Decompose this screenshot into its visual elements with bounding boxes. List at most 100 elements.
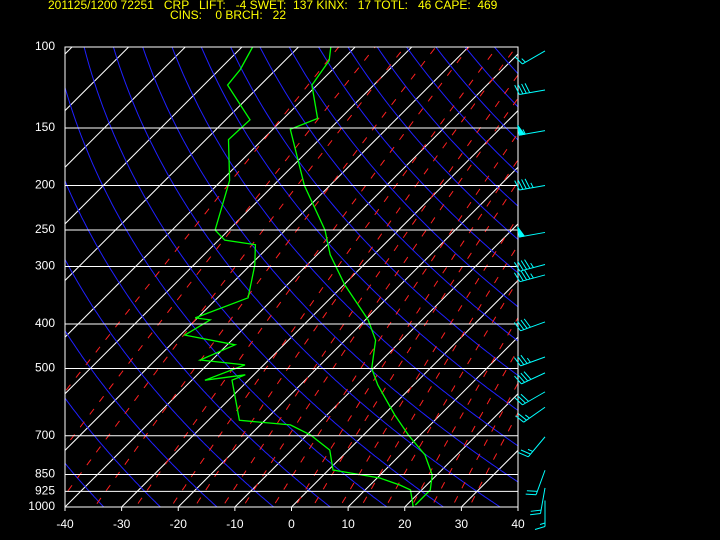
mixing-ratio-line [410, 316, 518, 507]
barb-staff [535, 470, 546, 495]
y-tick-label: 300 [35, 259, 55, 273]
wind-barb [513, 269, 546, 283]
profile-line [183, 47, 414, 507]
wind-barb [530, 487, 546, 516]
y-tick-label: 925 [35, 484, 55, 498]
barb-full [530, 513, 541, 516]
dry-adiabat [347, 47, 518, 241]
dry-adiabat [259, 47, 518, 342]
barb-staff [539, 487, 546, 514]
isotherm [65, 47, 186, 168]
barb-staff [519, 89, 546, 95]
barb-full [524, 178, 531, 189]
y-tick-label: 200 [35, 178, 55, 192]
mixing-ratio-line [193, 47, 517, 507]
dry-adiabat [65, 258, 275, 507]
barb-half [530, 262, 534, 268]
barb-half [522, 129, 526, 135]
y-tick-label: 400 [35, 316, 55, 330]
barb-half [527, 448, 533, 452]
x-tick-label: -20 [170, 517, 188, 531]
isotherm [65, 53, 518, 507]
barb-full [517, 179, 524, 190]
barb-full [523, 318, 531, 328]
barb-full [513, 357, 521, 367]
barb-full [520, 372, 529, 382]
barb-full [526, 490, 538, 492]
mixing-ratio-line [272, 132, 518, 507]
mixing-ratio-line [134, 47, 470, 507]
barb-full [520, 393, 529, 402]
chart-title: 201125/1200 72251 CRP LIFT: -4 SWET: 137… [48, 0, 498, 12]
barb-full [514, 397, 523, 406]
dry-adiabat [230, 47, 518, 377]
barb-full [517, 261, 524, 271]
mixing-ratio-line [339, 216, 518, 507]
isotherm [65, 47, 356, 338]
isotherm [65, 47, 469, 452]
mixing-ratio-line [221, 74, 518, 507]
profile-line [289, 47, 433, 506]
wind-barb [515, 406, 546, 423]
mixing-ratio-line [360, 244, 518, 507]
isotherm [404, 393, 518, 507]
barb-full [524, 269, 531, 280]
wind-barb [514, 178, 546, 191]
barb-full [524, 83, 531, 93]
mixing-ratio-line [451, 382, 518, 507]
x-tick-label: 30 [455, 517, 469, 531]
barb-full [517, 84, 524, 95]
x-tick-label: 40 [511, 517, 525, 531]
isotherm [347, 336, 518, 507]
barb-full [517, 356, 525, 366]
barb-half [530, 273, 534, 279]
mixing-ratio-line [468, 411, 518, 507]
dry-adiabat [200, 47, 518, 412]
mixing-ratio-line [312, 180, 518, 507]
wind-barb [513, 354, 546, 367]
isotherm [234, 223, 518, 507]
y-tick-label: 100 [35, 39, 55, 53]
barb-full [521, 179, 527, 189]
barb-full [520, 270, 528, 281]
dry-adiabat [65, 462, 105, 507]
dry-adiabat [112, 47, 502, 507]
dry-adiabat [142, 47, 518, 483]
barb-full [520, 260, 528, 270]
barb-full [523, 371, 532, 380]
barb-full [517, 395, 526, 404]
dry-adiabat [288, 47, 518, 308]
barb-staff [521, 372, 546, 385]
barb-full [518, 452, 529, 458]
barb-staff [527, 436, 546, 458]
barb-staff [522, 50, 546, 65]
wind-barb [514, 371, 546, 385]
y-tick-label: 500 [35, 361, 55, 375]
x-tick-label: 10 [341, 517, 355, 531]
y-tick-label: 150 [35, 120, 55, 134]
barb-full [524, 259, 531, 269]
mixing-ratio-line [93, 47, 437, 507]
barb-full [514, 56, 523, 65]
barb-full [513, 322, 521, 332]
mixing-ratio-line [65, 47, 406, 496]
wind-barb [514, 50, 546, 65]
barb-full [513, 272, 521, 282]
chart-subtitle: CINS: 0 BRCH: 22 [170, 8, 286, 22]
barb-full [514, 375, 522, 385]
x-tick-label: -10 [226, 517, 244, 531]
barb-full [520, 449, 531, 455]
wind-barb [525, 470, 546, 496]
wind-barb [517, 125, 546, 136]
y-tick-label: 850 [35, 467, 55, 481]
barb-full [517, 271, 524, 282]
barb-full [530, 509, 542, 512]
barb-half [530, 182, 534, 188]
wind-barb [514, 83, 546, 95]
wind-barb [534, 500, 546, 530]
wind-barb [517, 226, 546, 238]
wind-barb [513, 318, 546, 332]
